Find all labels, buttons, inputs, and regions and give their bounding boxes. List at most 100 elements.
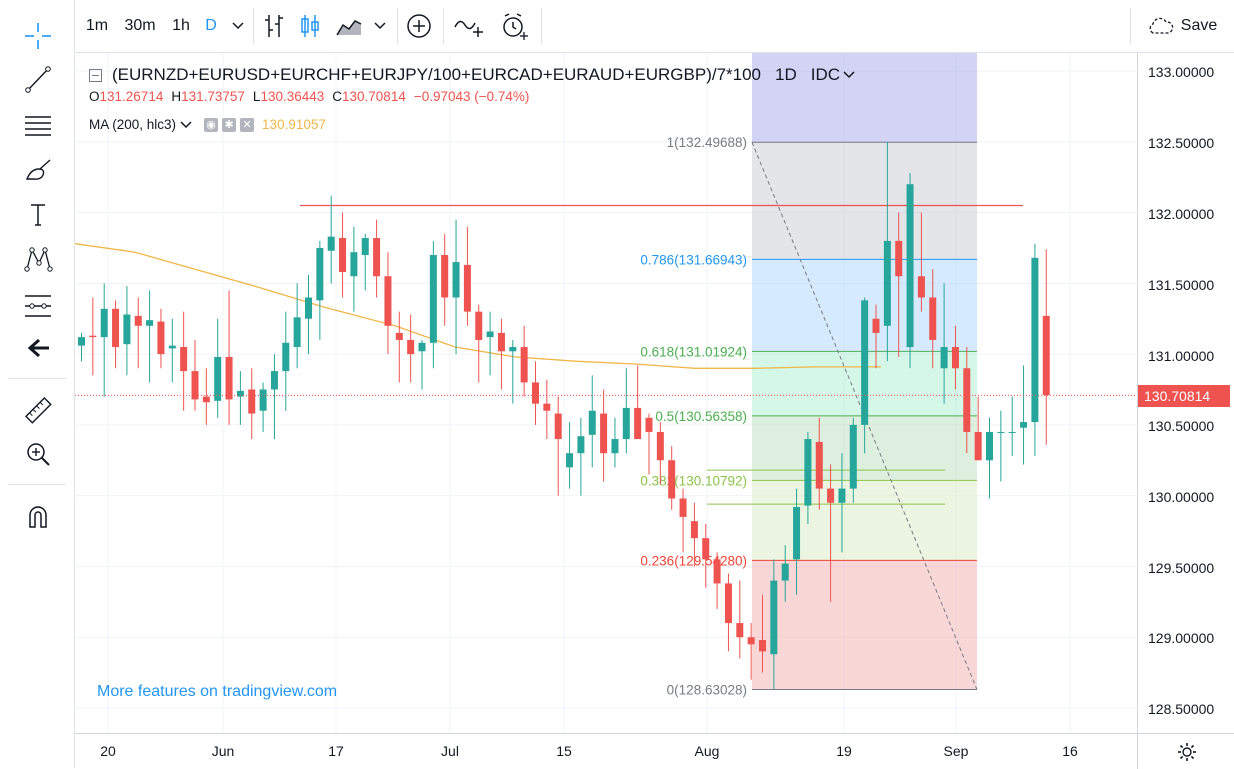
candle <box>929 269 937 369</box>
fib-retracement-icon[interactable] <box>18 108 58 142</box>
candle <box>486 311 494 376</box>
candle-body <box>146 320 154 326</box>
candle-body <box>736 623 744 638</box>
candle-body <box>475 311 483 340</box>
brush-icon[interactable] <box>18 153 58 187</box>
interval-1h[interactable]: 1h <box>172 17 190 34</box>
candle-body <box>361 238 369 256</box>
symbol-title[interactable]: (EURNZD+EURUSD+EURCHF+EURJPY/100+EURCAD+… <box>112 65 762 84</box>
candles-style-icon[interactable] <box>295 0 325 52</box>
time-axis[interactable]: 20 Jun 17 Jul 15 Aug 19 Sep 16 <box>75 733 1137 769</box>
candle <box>622 368 630 454</box>
candle-body <box>1020 422 1028 428</box>
candle <box>917 212 925 312</box>
chart-settings-gear-icon[interactable] <box>1137 733 1234 769</box>
low-key: L <box>252 89 261 104</box>
candle <box>134 297 142 369</box>
bars-style-icon[interactable] <box>259 0 289 52</box>
candle-body <box>395 332 403 340</box>
chart-pane[interactable]: 1(132.49688) 0.786(131.66943) 0.618(131.01… <box>75 53 1137 733</box>
candle <box>736 580 744 659</box>
candle-body <box>690 521 698 539</box>
trend-line-icon[interactable] <box>18 62 58 96</box>
price-label: 132.00000 <box>1148 206 1215 222</box>
candle <box>497 318 505 390</box>
candle <box>180 311 188 411</box>
candle-body <box>168 345 176 349</box>
visibility-eye-icon[interactable]: ◉ <box>204 117 219 132</box>
candle-body <box>248 389 256 414</box>
settings-gear-icon[interactable]: ✱ <box>222 117 237 132</box>
candle <box>395 311 403 383</box>
candle <box>566 422 574 489</box>
back-arrow-icon[interactable] <box>18 331 58 365</box>
candle <box>191 339 199 411</box>
candle <box>441 233 449 326</box>
toolbar-divider <box>397 8 398 44</box>
text-icon[interactable] <box>18 197 58 231</box>
tradingview-link[interactable]: More features on tradingview.com <box>97 683 338 700</box>
ruler-icon[interactable] <box>18 393 58 427</box>
candle-body <box>418 342 426 352</box>
candle <box>225 290 233 425</box>
symbol-legend: (EURNZD+EURUSD+EURCHF+EURJPY/100+EURCAD+… <box>89 65 855 85</box>
measure-tools-icon[interactable] <box>18 288 58 322</box>
interval-d[interactable]: D <box>205 17 217 34</box>
area-style-icon[interactable] <box>333 0 365 52</box>
candle-body <box>588 410 596 435</box>
candle <box>781 545 789 602</box>
candle-body <box>305 297 312 319</box>
indicators-icon[interactable] <box>449 0 489 52</box>
fib-level-label: 0.786(131.66943) <box>640 252 747 267</box>
candle <box>78 332 85 362</box>
candle <box>951 325 959 390</box>
interval-30m[interactable]: 30m <box>124 17 156 34</box>
candle-body <box>611 439 619 454</box>
price-axis[interactable]: 133.00000 132.50000 132.00000 131.50000 … <box>1137 53 1234 733</box>
magnet-icon[interactable] <box>18 499 58 533</box>
zoom-in-icon[interactable] <box>18 437 58 471</box>
ma-value: 130.91057 <box>262 117 326 132</box>
fib-zone <box>752 53 977 143</box>
candle-body <box>702 538 710 560</box>
candle <box>543 379 551 440</box>
ma-label[interactable]: MA (200, hlc3) <box>89 117 177 132</box>
candle-body <box>214 356 222 401</box>
toolbar-divider <box>253 8 254 44</box>
remove-close-icon[interactable]: ✕ <box>240 117 255 132</box>
intervals-chevron-down-icon[interactable] <box>229 0 247 52</box>
high-value: 131.73757 <box>181 89 245 104</box>
candle-body <box>339 238 347 273</box>
candle <box>146 290 154 383</box>
chart-type-chevron-down-icon[interactable] <box>371 0 389 52</box>
alert-icon[interactable] <box>495 0 535 52</box>
legend-source: IDC <box>810 65 841 84</box>
price-chart[interactable]: 1(132.49688) 0.786(131.66943) 0.618(131.01… <box>75 53 1137 733</box>
crosshair-icon[interactable] <box>18 19 58 53</box>
compare-add-icon[interactable] <box>401 0 437 52</box>
candle <box>702 523 710 588</box>
toolbar-divider <box>1130 8 1131 44</box>
candle <box>679 488 687 553</box>
pattern-icon[interactable] <box>18 242 58 276</box>
candle <box>883 141 891 362</box>
collapse-legend-icon[interactable] <box>89 68 102 82</box>
source-chevron-down-icon[interactable] <box>843 71 855 79</box>
ma-legend: MA (200, hlc3) ◉ ✱ ✕ 130.91057 <box>89 117 326 132</box>
ma-chevron-down-icon[interactable] <box>180 120 192 129</box>
candle-body <box>373 238 381 277</box>
time-label: Aug <box>694 743 720 759</box>
cloud-icon <box>1149 17 1173 34</box>
candle <box>554 396 562 496</box>
candle-body <box>668 460 676 499</box>
fib-level-label: 0(128.63028) <box>667 683 747 698</box>
candle <box>770 559 778 690</box>
candle <box>350 226 358 312</box>
interval-1m[interactable]: 1m <box>85 17 109 34</box>
candle-body <box>441 255 449 298</box>
candle-body <box>463 264 471 312</box>
candle-body <box>123 314 131 345</box>
open-key: O <box>89 89 100 104</box>
save-button[interactable]: Save <box>1141 0 1221 52</box>
candle-body <box>770 580 778 655</box>
